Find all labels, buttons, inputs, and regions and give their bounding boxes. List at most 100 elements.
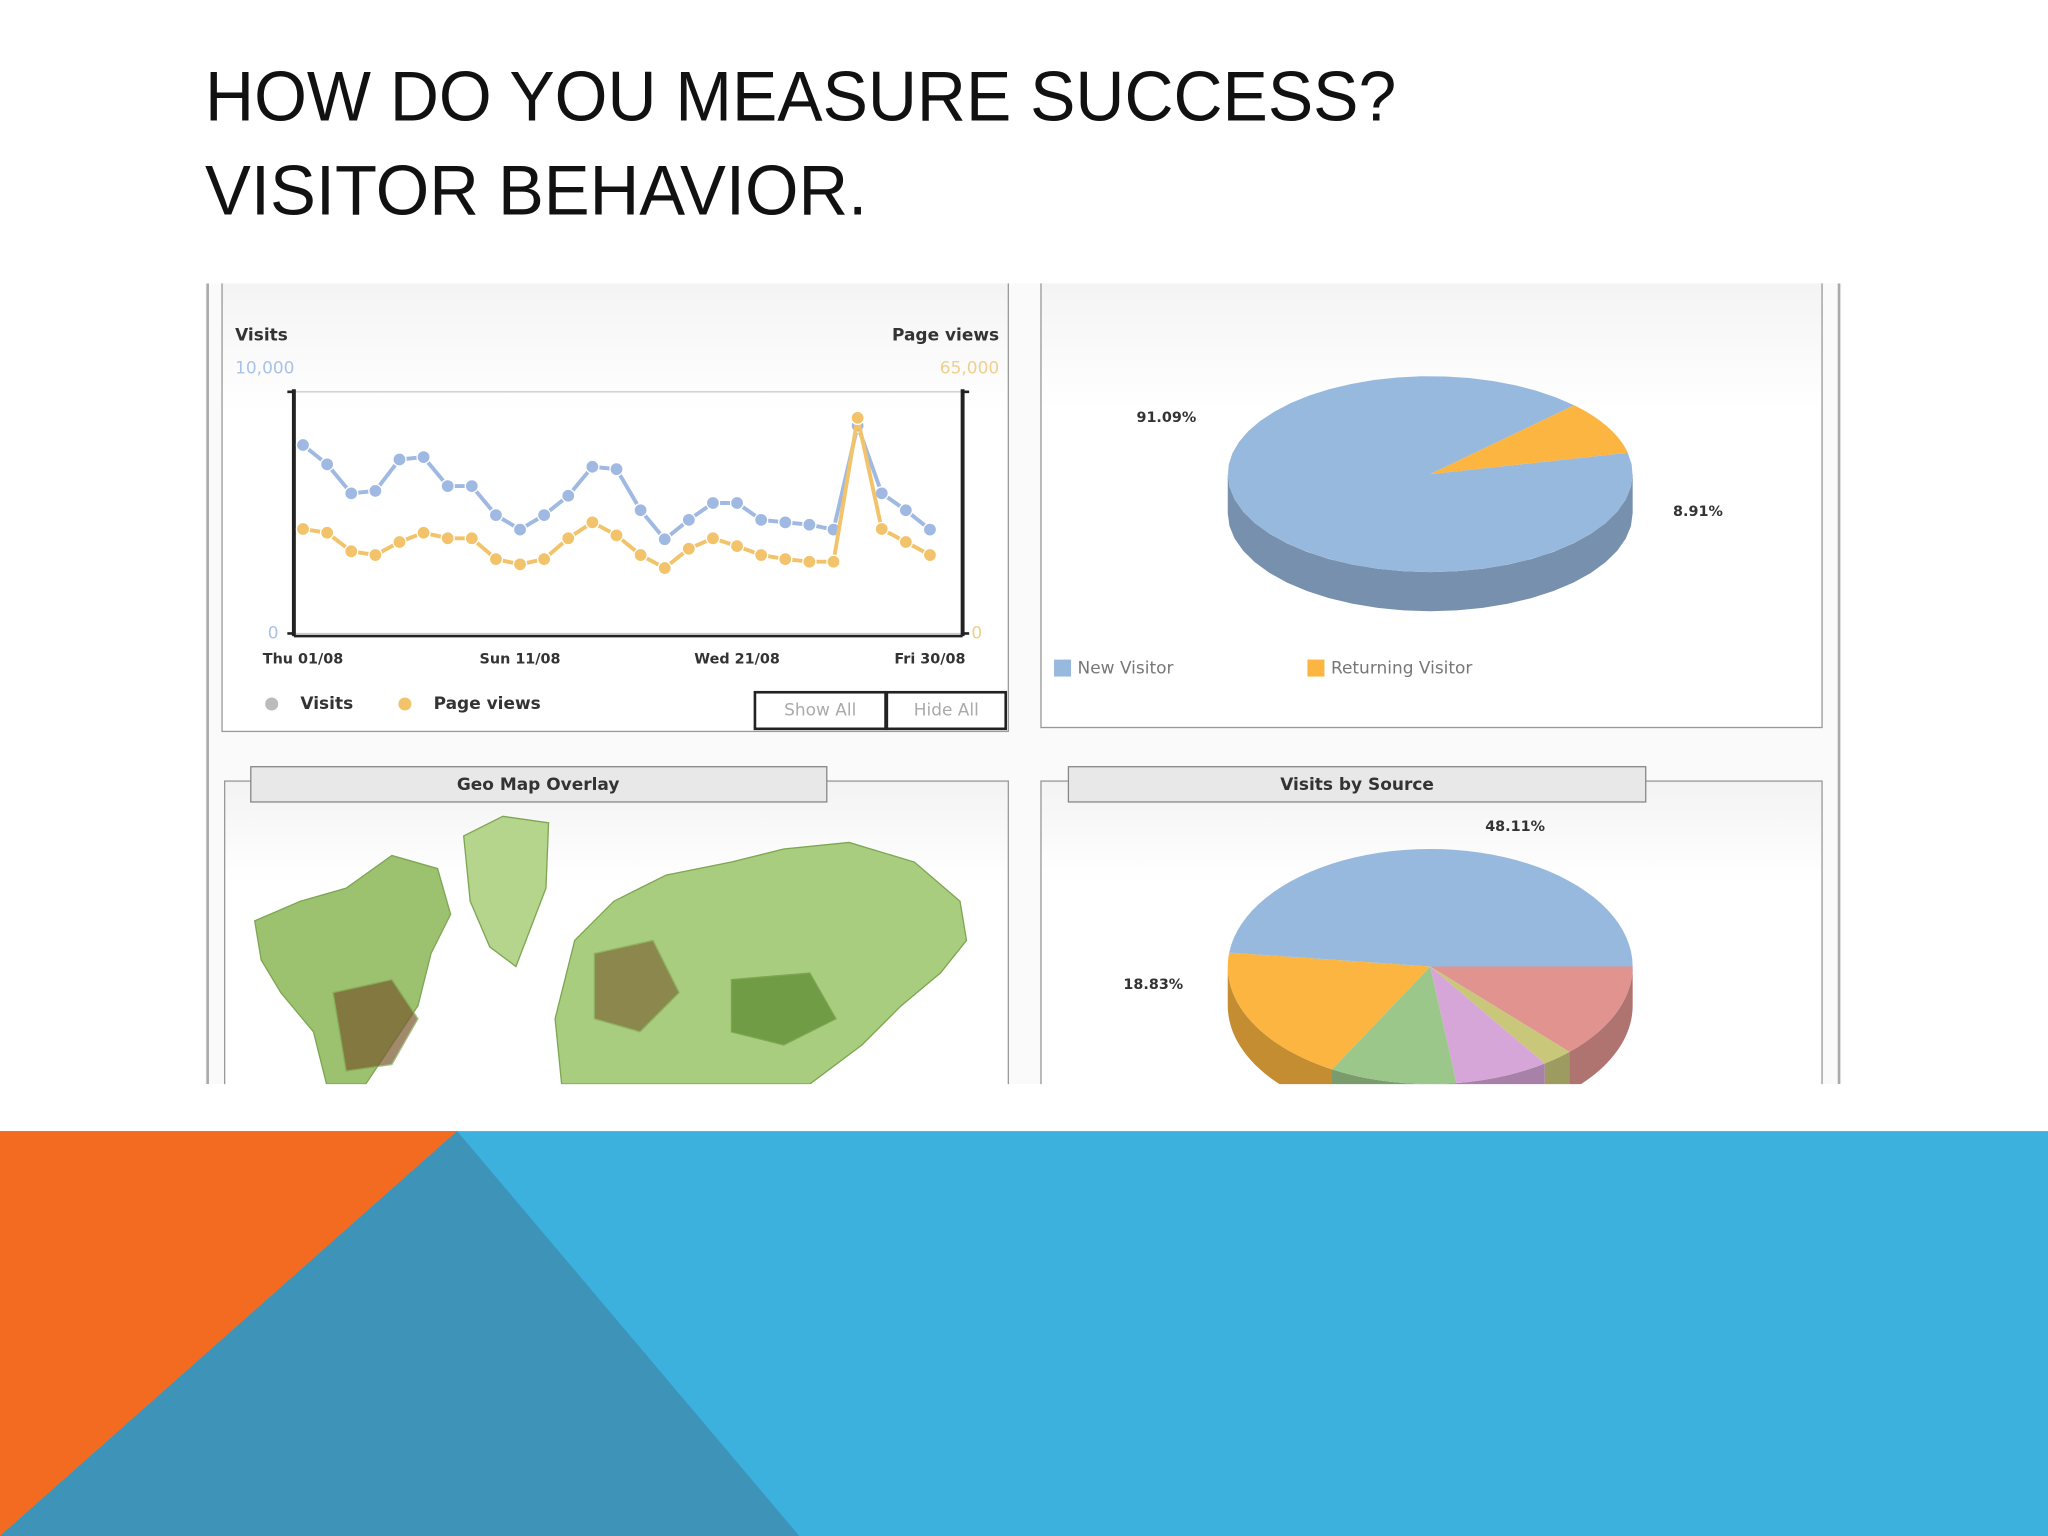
- point: [609, 528, 624, 543]
- point: [850, 410, 865, 426]
- point: [368, 483, 383, 499]
- point: [319, 457, 335, 472]
- pie-slice: [1430, 405, 1628, 475]
- point: [464, 478, 479, 494]
- point: [729, 495, 745, 511]
- button-label[interactable]: Show All: [784, 701, 856, 721]
- legend-label: New Visitor: [1078, 659, 1174, 679]
- point: [802, 554, 817, 569]
- point: [416, 449, 431, 465]
- point: [826, 554, 841, 569]
- axis-label: Visits: [235, 326, 288, 346]
- point: [440, 531, 455, 546]
- point: [561, 488, 576, 503]
- pie-slice: [1332, 966, 1457, 1085]
- slide-title-line: VISITOR BEHAVIOR.: [205, 151, 867, 230]
- point: [344, 544, 359, 559]
- pie-slice-side: [1456, 1063, 1545, 1085]
- button-label[interactable]: Hide All: [914, 701, 979, 721]
- x-tick-label: Wed 21/08: [694, 652, 780, 668]
- dashboard-screenshot: Geo Map Overlay Visits by Source 0 10,000…: [205, 283, 1842, 1100]
- point: [585, 515, 600, 530]
- pie-label: 18.83%: [1123, 977, 1183, 993]
- point: [488, 551, 504, 567]
- legend-swatch: [398, 697, 412, 711]
- point: [633, 503, 648, 518]
- panel-tab: [250, 766, 828, 803]
- pie-slice-side: [1544, 1051, 1570, 1085]
- pie-slice-side: [1227, 966, 1333, 1085]
- legend-label: Returning Visitor: [1331, 659, 1472, 679]
- pie-slice: [1227, 376, 1633, 573]
- point: [898, 503, 914, 518]
- world-map: [253, 815, 968, 1085]
- point: [512, 522, 528, 537]
- pie-slice: [1430, 966, 1633, 1052]
- point: [922, 522, 938, 537]
- point: [512, 557, 528, 572]
- point: [633, 547, 648, 563]
- point: [536, 507, 552, 523]
- point: [681, 512, 697, 528]
- point: [753, 512, 769, 528]
- point: [392, 534, 407, 550]
- point: [464, 531, 479, 546]
- point: [729, 538, 745, 554]
- pie-slice-side: [1569, 966, 1633, 1085]
- point: [922, 547, 938, 563]
- slide-title-line: HOW DO YOU MEASURE SUCCESS?: [205, 57, 1396, 136]
- point: [440, 478, 455, 494]
- point: [705, 495, 721, 511]
- point: [609, 461, 624, 477]
- panel-tab: [1067, 766, 1647, 803]
- point: [416, 525, 431, 540]
- y2-tick-label: 0: [971, 623, 982, 643]
- pie-label: 48.11%: [1485, 819, 1545, 835]
- pie-slice: [1430, 966, 1545, 1084]
- point: [657, 532, 672, 547]
- point: [585, 459, 600, 474]
- button[interactable]: [885, 690, 1008, 731]
- point: [536, 551, 552, 567]
- legend-swatch: [1307, 659, 1325, 677]
- point: [561, 531, 576, 546]
- legend-label: Visits: [300, 694, 353, 714]
- panel: [1040, 283, 1823, 729]
- point: [392, 452, 407, 467]
- y-tick-label: 0: [268, 623, 279, 643]
- point: [874, 486, 889, 501]
- point: [657, 560, 672, 576]
- pie-label: 12.93%: [1626, 1084, 1686, 1100]
- point: [319, 525, 335, 540]
- x-tick-label: Fri 30/08: [894, 652, 965, 668]
- point: [295, 521, 311, 537]
- point: [778, 515, 793, 530]
- panel-title: Geo Map Overlay: [457, 775, 620, 795]
- pie-label: 91.09%: [1136, 410, 1196, 426]
- point: [874, 521, 889, 537]
- point: [802, 517, 817, 532]
- point: [488, 507, 504, 523]
- pie-slice-side: [1227, 474, 1633, 612]
- point: [898, 534, 914, 550]
- axis-label: Page views: [892, 326, 999, 346]
- point: [681, 541, 697, 556]
- y-tick-label: 10,000: [235, 358, 294, 378]
- x-tick-label: Sun 11/08: [480, 652, 561, 668]
- point: [368, 547, 383, 563]
- panel-title: Visits by Source: [1280, 775, 1434, 795]
- y2-tick-label: 65,000: [940, 358, 999, 378]
- point: [753, 547, 769, 563]
- footer-triangle: [0, 1131, 800, 1536]
- legend-label: Page views: [434, 694, 541, 714]
- pie-label: 8.91%: [1673, 504, 1723, 520]
- legend-swatch: [265, 697, 279, 711]
- pie-slice-side: [1332, 1069, 1457, 1085]
- pie-slice: [1229, 848, 1633, 967]
- point: [344, 486, 359, 501]
- pie-slice: [1430, 966, 1570, 1064]
- point: [295, 437, 311, 453]
- x-tick-label: Thu 01/08: [263, 652, 343, 668]
